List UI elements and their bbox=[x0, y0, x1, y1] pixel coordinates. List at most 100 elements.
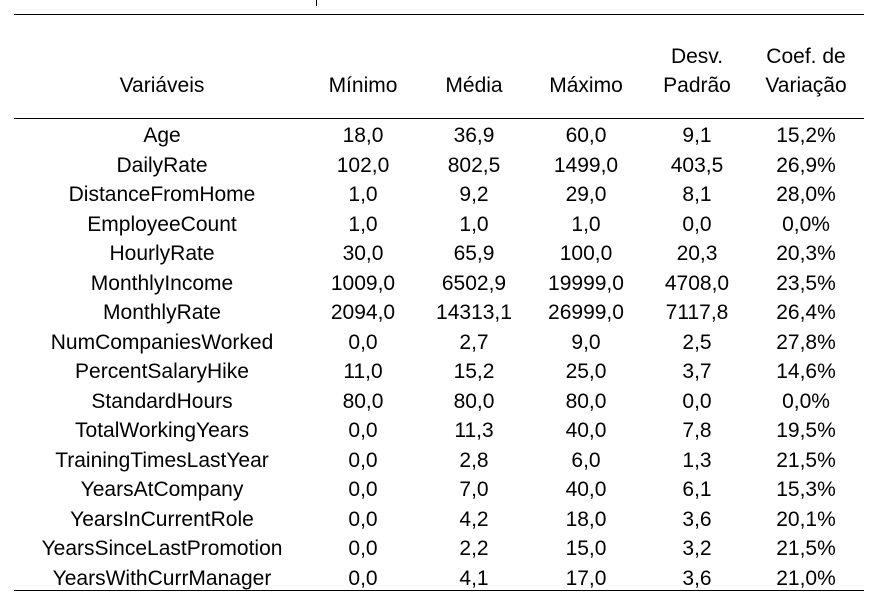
cell-variable: Age bbox=[143, 124, 181, 147]
cell-coef-variacao: 14,6% bbox=[776, 360, 836, 383]
table-row: MonthlyIncome 1009,0 6502,9 19999,0 4708,0 23… bbox=[14, 269, 864, 299]
cell-minimo: 30,0 bbox=[342, 242, 384, 265]
cell-coef-variacao: 20,1% bbox=[776, 507, 836, 531]
cell-maximo: 18,0 bbox=[565, 507, 607, 531]
cell-media: 7,0 bbox=[459, 478, 489, 501]
cell-minimo: 0,0 bbox=[348, 448, 378, 472]
cell-minimo: 1,0 bbox=[348, 183, 378, 206]
table-row: TotalWorkingYears 0,0 11,3 40,0 7,8 19,5% bbox=[14, 416, 864, 446]
table-row: HourlyRate 30,0 65,9 100,0 20,3 20,3% bbox=[14, 239, 864, 269]
cell-coef-variacao: 28,0% bbox=[776, 183, 836, 206]
table-row: Age 18,0 36,9 60,0 9,1 15,2% bbox=[14, 121, 864, 151]
header-variaveis: Variáveis bbox=[119, 74, 205, 97]
cell-coef-variacao: 15,2% bbox=[776, 124, 836, 147]
cell-variable: YearsInCurrentRole bbox=[70, 507, 254, 531]
table-bottom-rule bbox=[14, 590, 864, 591]
cell-maximo: 1499,0 bbox=[553, 153, 619, 177]
cell-maximo: 40,0 bbox=[565, 478, 607, 501]
cell-media: 802,5 bbox=[447, 153, 501, 177]
cell-maximo: 17,0 bbox=[565, 566, 607, 590]
cell-media: 2,8 bbox=[459, 448, 489, 472]
cell-variable: NumCompaniesWorked bbox=[50, 330, 274, 354]
cell-coef-variacao: 0,0% bbox=[782, 212, 830, 236]
cell-coef-variacao: 19,5% bbox=[776, 419, 836, 442]
cell-media: 1,0 bbox=[459, 212, 489, 236]
cell-variable: MonthlyRate bbox=[103, 301, 221, 324]
table-row: YearsInCurrentRole 0,0 4,2 18,0 3,6 20,1% bbox=[14, 505, 864, 535]
cell-media: 4,1 bbox=[459, 566, 489, 590]
cell-minimo: 0,0 bbox=[348, 537, 378, 560]
cell-coef-variacao: 15,3% bbox=[776, 478, 836, 501]
cell-desvio-padrao: 20,3 bbox=[676, 242, 718, 265]
cell-maximo: 80,0 bbox=[565, 389, 607, 413]
cell-coef-variacao: 20,3% bbox=[776, 242, 836, 265]
cell-minimo: 18,0 bbox=[342, 124, 384, 147]
cell-variable: TrainingTimesLastYear bbox=[55, 448, 269, 472]
table-row: NumCompaniesWorked 0,0 2,7 9,0 2,5 27,8% bbox=[14, 328, 864, 358]
cell-desvio-padrao: 3,6 bbox=[682, 507, 712, 531]
cell-desvio-padrao: 3,7 bbox=[682, 360, 712, 383]
table-row: DistanceFromHome 1,0 9,2 29,0 8,1 28,0% bbox=[14, 180, 864, 210]
table-row: StandardHours 80,0 80,0 80,0 0,0 0,0% bbox=[14, 387, 864, 417]
header-media: Média bbox=[445, 74, 503, 97]
cell-maximo: 26999,0 bbox=[548, 301, 624, 324]
cell-media: 2,7 bbox=[459, 330, 489, 354]
cell-desvio-padrao: 1,3 bbox=[682, 448, 712, 472]
cell-desvio-padrao: 4708,0 bbox=[664, 271, 730, 295]
cell-variable: EmployeeCount bbox=[87, 212, 237, 236]
table-row: EmployeeCount 1,0 1,0 1,0 0,0 0,0% bbox=[14, 210, 864, 240]
table-row: TrainingTimesLastYear 0,0 2,8 6,0 1,3 21,5% bbox=[14, 446, 864, 476]
cell-variable: PercentSalaryHike bbox=[75, 360, 249, 383]
cell-desvio-padrao: 2,5 bbox=[682, 330, 712, 354]
cell-maximo: 19999,0 bbox=[548, 271, 624, 295]
cell-desvio-padrao: 0,0 bbox=[682, 212, 712, 236]
header-coef-variacao: Coef. de Variação bbox=[765, 45, 847, 97]
cell-variable: YearsSinceLastPromotion bbox=[41, 537, 283, 560]
cell-desvio-padrao: 8,1 bbox=[682, 183, 712, 206]
cell-media: 36,9 bbox=[453, 124, 495, 147]
cell-variable: YearsWithCurrManager bbox=[52, 566, 272, 590]
cell-minimo: 0,0 bbox=[348, 330, 378, 354]
cell-minimo: 2094,0 bbox=[330, 301, 396, 324]
cell-media: 4,2 bbox=[459, 507, 489, 531]
cell-coef-variacao: 23,5% bbox=[776, 271, 836, 295]
table-row: DailyRate 102,0 802,5 1499,0 403,5 26,9% bbox=[14, 151, 864, 181]
header-desvio-padrao: Desv. Padrão bbox=[663, 45, 731, 97]
header-maximo: Máximo bbox=[549, 74, 623, 97]
cell-media: 15,2 bbox=[453, 360, 495, 383]
cell-maximo: 29,0 bbox=[565, 183, 607, 206]
cell-media: 11,3 bbox=[454, 419, 494, 442]
cell-variable: DistanceFromHome bbox=[68, 183, 256, 206]
cell-coef-variacao: 21,5% bbox=[776, 537, 836, 560]
cell-maximo: 60,0 bbox=[565, 124, 607, 147]
cell-desvio-padrao: 7,8 bbox=[682, 419, 712, 442]
cell-media: 2,2 bbox=[459, 537, 489, 560]
cell-media: 14313,1 bbox=[436, 301, 512, 324]
cell-minimo: 0,0 bbox=[348, 507, 378, 531]
cell-coef-variacao: 21,5% bbox=[776, 448, 836, 472]
cell-desvio-padrao: 403,5 bbox=[670, 153, 724, 177]
cell-minimo: 0,0 bbox=[348, 566, 378, 590]
column-tick-mark bbox=[316, 0, 317, 6]
cell-minimo: 1009,0 bbox=[330, 271, 396, 295]
header-minimo: Mínimo bbox=[328, 74, 398, 97]
cell-minimo: 102,0 bbox=[336, 153, 390, 177]
table-top-rule bbox=[14, 14, 864, 15]
cell-desvio-padrao: 3,6 bbox=[682, 566, 712, 590]
cell-variable: DailyRate bbox=[116, 153, 208, 177]
cell-variable: TotalWorkingYears bbox=[75, 419, 249, 442]
cell-minimo: 11,0 bbox=[343, 360, 383, 383]
table-row: YearsSinceLastPromotion 0,0 2,2 15,0 3,2 21,5… bbox=[14, 534, 864, 564]
cell-maximo: 6,0 bbox=[571, 448, 601, 472]
cell-maximo: 25,0 bbox=[565, 360, 607, 383]
cell-desvio-padrao: 9,1 bbox=[682, 124, 712, 147]
cell-coef-variacao: 26,9% bbox=[776, 153, 836, 177]
cell-desvio-padrao: 7117,8 bbox=[665, 301, 729, 324]
cell-minimo: 0,0 bbox=[348, 419, 378, 442]
table-body: Age 18,0 36,9 60,0 9,1 15,2% DailyRate 102,0 802… bbox=[14, 121, 864, 593]
table-header-rule bbox=[14, 118, 864, 119]
cell-variable: HourlyRate bbox=[109, 242, 215, 265]
cell-minimo: 1,0 bbox=[348, 212, 378, 236]
cell-desvio-padrao: 3,2 bbox=[682, 537, 712, 560]
cell-variable: YearsAtCompany bbox=[80, 478, 244, 501]
